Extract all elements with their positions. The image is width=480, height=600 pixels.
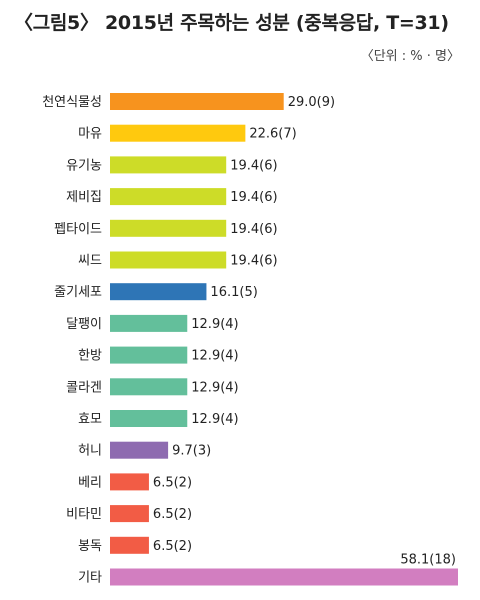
value-label-7: 12.9(4) bbox=[191, 317, 238, 332]
value-label-11: 9.7(3) bbox=[172, 444, 211, 459]
category-label-1: 마유 bbox=[78, 127, 102, 142]
bar-9 bbox=[110, 378, 188, 396]
category-label-12: 베리 bbox=[78, 475, 102, 490]
category-label-4: 펩타이드 bbox=[54, 222, 102, 237]
value-label-3: 19.4(6) bbox=[230, 190, 277, 205]
bar-1 bbox=[110, 124, 246, 142]
bar-8 bbox=[110, 346, 188, 364]
category-label-8: 한방 bbox=[78, 349, 102, 364]
category-label-2: 유기농 bbox=[66, 158, 102, 173]
category-label-9: 콜라겐 bbox=[66, 380, 102, 395]
value-label-1: 22.6(7) bbox=[249, 127, 296, 142]
category-label-11: 허니 bbox=[78, 444, 102, 459]
value-label-0: 29.0(9) bbox=[288, 95, 335, 110]
bar-4 bbox=[110, 219, 227, 237]
value-label-8: 12.9(4) bbox=[191, 349, 238, 364]
value-label-15: 58.1(18) bbox=[400, 553, 456, 568]
value-label-13: 6.5(2) bbox=[153, 507, 192, 522]
category-label-14: 봉독 bbox=[78, 539, 102, 554]
bar-2 bbox=[110, 156, 227, 174]
bar-13 bbox=[110, 505, 149, 523]
category-label-13: 비타민 bbox=[66, 507, 102, 522]
value-label-5: 19.4(6) bbox=[230, 254, 277, 269]
unit-note: 〈단위 : % · 명〉 bbox=[360, 49, 460, 64]
bar-15 bbox=[110, 568, 458, 586]
bar-11 bbox=[110, 441, 169, 459]
category-label-5: 씨드 bbox=[78, 254, 102, 269]
value-label-10: 12.9(4) bbox=[191, 412, 238, 427]
bar-14 bbox=[110, 536, 149, 554]
chart-title: 〈그림5〉 2015년 주목하는 성분 (중복응답, T=31) bbox=[14, 12, 449, 34]
bar-12 bbox=[110, 473, 149, 491]
category-label-0: 천연식물성 bbox=[42, 95, 102, 110]
value-label-4: 19.4(6) bbox=[230, 222, 277, 237]
bar-0 bbox=[110, 93, 284, 110]
value-label-6: 16.1(5) bbox=[210, 285, 257, 300]
value-label-9: 12.9(4) bbox=[191, 380, 238, 395]
bar-7 bbox=[110, 314, 188, 332]
bar-3 bbox=[110, 188, 227, 206]
category-label-6: 줄기세포 bbox=[54, 285, 102, 300]
bar-6 bbox=[110, 283, 207, 301]
category-label-15: 기타 bbox=[78, 571, 102, 586]
category-label-3: 제비집 bbox=[66, 190, 102, 205]
value-label-2: 19.4(6) bbox=[230, 158, 277, 173]
bar-5 bbox=[110, 251, 227, 269]
category-label-10: 효모 bbox=[78, 412, 102, 427]
bar-10 bbox=[110, 410, 188, 427]
category-label-7: 달팽이 bbox=[66, 317, 102, 332]
value-label-14: 6.5(2) bbox=[153, 539, 192, 554]
value-label-12: 6.5(2) bbox=[153, 475, 192, 490]
